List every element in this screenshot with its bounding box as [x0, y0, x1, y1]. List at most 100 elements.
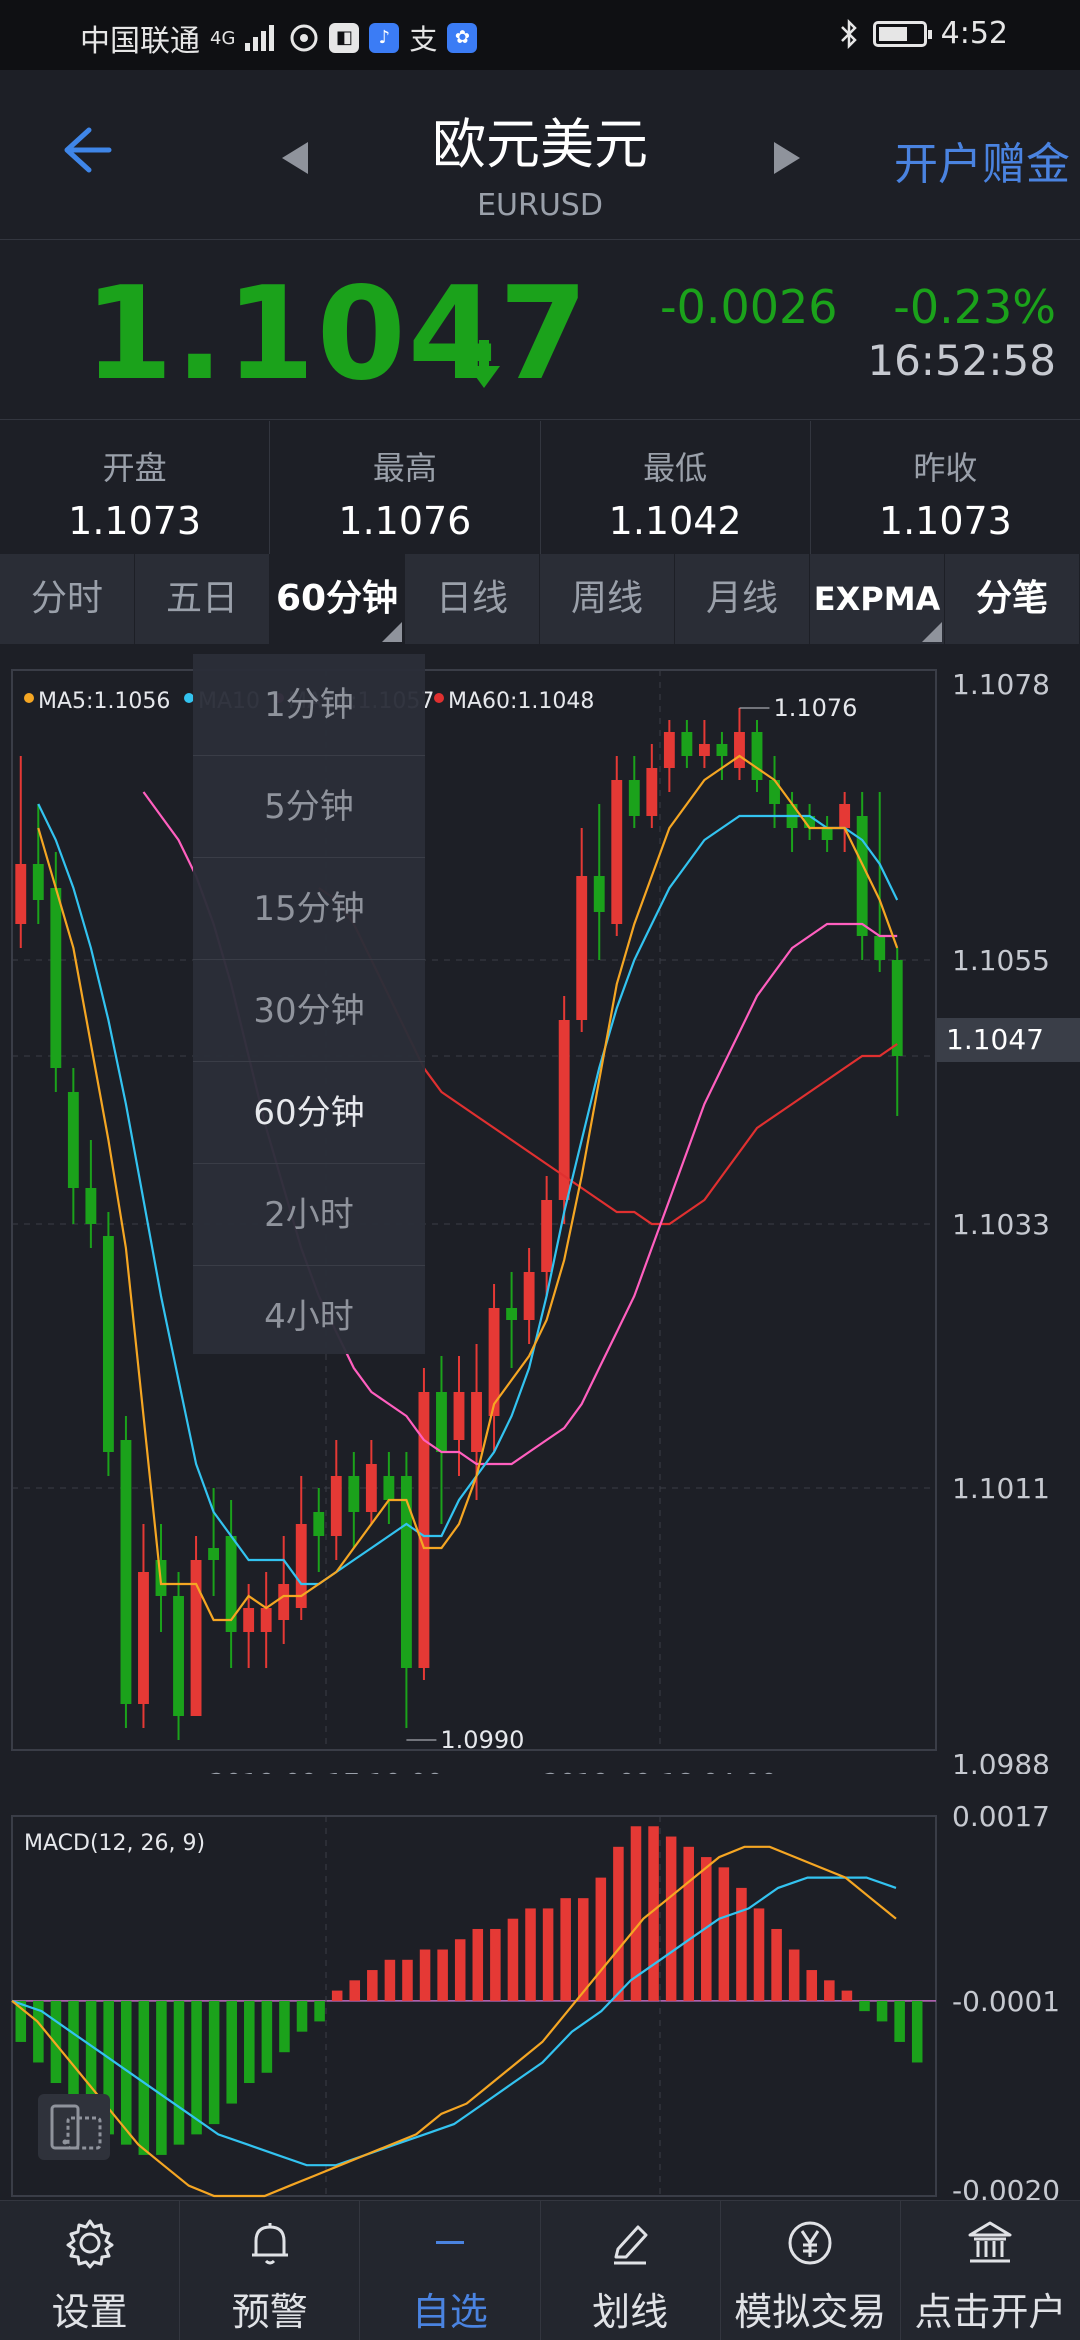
macd-dif-line	[11, 1845, 897, 2198]
ma10-line	[37, 803, 899, 1586]
open-account-bonus-link[interactable]: 开户赠金	[894, 139, 1070, 190]
candle-body	[190, 1560, 202, 1716]
tab-weekly[interactable]: 周线	[540, 554, 675, 644]
nav-open-account[interactable]: 点击开户	[901, 2201, 1080, 2340]
hotspot-icon	[290, 24, 318, 52]
macd-histogram-bar	[788, 1949, 800, 2001]
macd-histogram-bar	[367, 1970, 378, 2001]
legend-label: MA60:1.1048	[448, 689, 594, 714]
kline-chart[interactable]: 1.1078 1.1055 1.1033 1.1011 1.0988 MA5:1.1056…	[0, 644, 1080, 1774]
dropdown-item-2hour[interactable]: 2小时	[193, 1164, 425, 1266]
tab-five-day[interactable]: 五日	[135, 554, 270, 644]
candle-body	[225, 1536, 237, 1632]
candle-body	[558, 1020, 570, 1200]
macd-histogram-bar	[331, 1990, 343, 2001]
legend-dot	[24, 693, 34, 703]
stat-label: 最高	[372, 449, 437, 487]
candle-body	[874, 936, 886, 960]
tab-monthly[interactable]: 月线	[675, 554, 810, 644]
nav-alerts[interactable]: 预警	[180, 2201, 361, 2340]
bank-icon	[968, 2221, 1012, 2263]
macd-histogram-bar	[876, 2000, 888, 2022]
candle-body	[716, 744, 728, 756]
candle-body	[260, 1608, 272, 1632]
nav-label: 点击开户	[914, 2290, 1067, 2334]
macd-histogram-bar	[419, 1949, 431, 2001]
dropdown-item-30min[interactable]: 30分钟	[193, 960, 425, 1062]
y-tick-label: 1.0988	[952, 1748, 1050, 1774]
macd-frame	[11, 1815, 937, 2197]
candle-body	[15, 864, 27, 924]
macd-histogram-bar	[156, 2000, 167, 2155]
macd-histogram-bar	[525, 1908, 536, 2001]
macd-histogram-bar	[314, 2000, 325, 2022]
candle-body	[488, 1308, 500, 1416]
minus-icon	[435, 2241, 464, 2244]
candle-body	[769, 780, 780, 804]
macd-y-tick-label: -0.0001	[952, 1985, 1060, 2018]
candle-body	[698, 744, 710, 756]
period-dropdown: 1分钟 5分钟 15分钟 30分钟 60分钟 2小时 4小时	[193, 654, 425, 1354]
signal-icon	[245, 25, 275, 51]
nav-draw-line[interactable]: 划线	[541, 2201, 721, 2340]
tab-60min[interactable]: 60分钟	[270, 554, 405, 644]
tab-ticks[interactable]: 分笔	[945, 554, 1080, 644]
macd-histogram-bar	[911, 2000, 923, 2063]
candle-body	[102, 1236, 114, 1452]
page-title: 欧元美元	[432, 113, 648, 176]
header: 欧元美元 EURUSD 开户赠金	[0, 70, 1080, 240]
candle-body	[611, 780, 623, 924]
dropdown-item-4hour[interactable]: 4小时	[264, 1297, 354, 1337]
pen-icon	[614, 2225, 648, 2265]
dropdown-item-60min[interactable]: 60分钟	[193, 1062, 425, 1164]
tab-daily[interactable]: 日线	[405, 554, 540, 644]
macd-histogram-bar	[894, 2000, 905, 2042]
current-price: 1.1047	[84, 260, 590, 409]
macd-histogram-bar	[718, 1867, 730, 2001]
candle-body	[891, 960, 903, 1056]
macd-histogram-bar	[577, 1898, 589, 2001]
candle-body	[85, 1188, 97, 1224]
stat-open: 开盘 1.1073	[0, 421, 271, 554]
carrier-name: 中国联通	[80, 24, 200, 59]
macd-label: MACD(12, 26, 9)	[24, 1831, 205, 1856]
prev-symbol-button[interactable]	[282, 142, 308, 174]
rotate-screen-button[interactable]	[38, 2094, 110, 2160]
macd-y-tick-label: -0.0020	[952, 2174, 1060, 2200]
macd-histogram-bar	[753, 1908, 765, 2001]
chart-area[interactable]: 1.1078 1.1055 1.1033 1.1011 1.0988 MA5:1.1056…	[0, 644, 1080, 2200]
nav-watchlist[interactable]: 自选	[360, 2201, 541, 2340]
candle-body	[471, 1392, 482, 1452]
stat-low: 最低 1.1042	[541, 421, 811, 554]
status-bar: 中国联通 4G ◧ ♪ 支 ✿ 4:52	[0, 0, 1080, 70]
dropdown-item-15min[interactable]: 15分钟	[193, 858, 425, 960]
tab-intraday[interactable]: 分时	[0, 554, 135, 644]
macd-histogram-bar	[560, 1898, 571, 2001]
nav-settings[interactable]: 设置	[0, 2201, 181, 2340]
back-arrow-icon[interactable]	[55, 120, 115, 180]
dropdown-item-1min[interactable]: 1分钟	[193, 654, 425, 756]
candle-body	[663, 732, 675, 768]
macd-histogram-bar	[261, 2000, 273, 2073]
stat-label: 昨收	[913, 449, 978, 487]
y-tick-label: 1.1078	[952, 668, 1050, 701]
macd-histogram-bar	[806, 1970, 818, 2001]
price-change-percent: -0.23%	[893, 280, 1056, 334]
candle-body	[856, 816, 868, 936]
dropdown-item-5min[interactable]: 5分钟	[193, 756, 425, 858]
candle-body	[751, 732, 763, 780]
dropdown-corner-icon	[382, 622, 402, 642]
candle-body	[628, 780, 640, 816]
quote-time: 16:52:58	[867, 336, 1056, 385]
app-notification-icon: ◧	[329, 23, 360, 53]
nav-demo-trading[interactable]: 模拟交易	[721, 2201, 901, 2340]
tab-expma[interactable]: EXPMA	[810, 554, 945, 644]
nav-label: 设置	[51, 2290, 128, 2334]
tab-label: 60分钟	[275, 578, 399, 619]
candle-body	[278, 1584, 290, 1620]
candle-body	[173, 1596, 184, 1716]
yen-icon	[788, 2221, 832, 2265]
next-symbol-button[interactable]	[774, 142, 800, 174]
candle-body	[208, 1548, 220, 1560]
candle-body	[681, 732, 693, 756]
